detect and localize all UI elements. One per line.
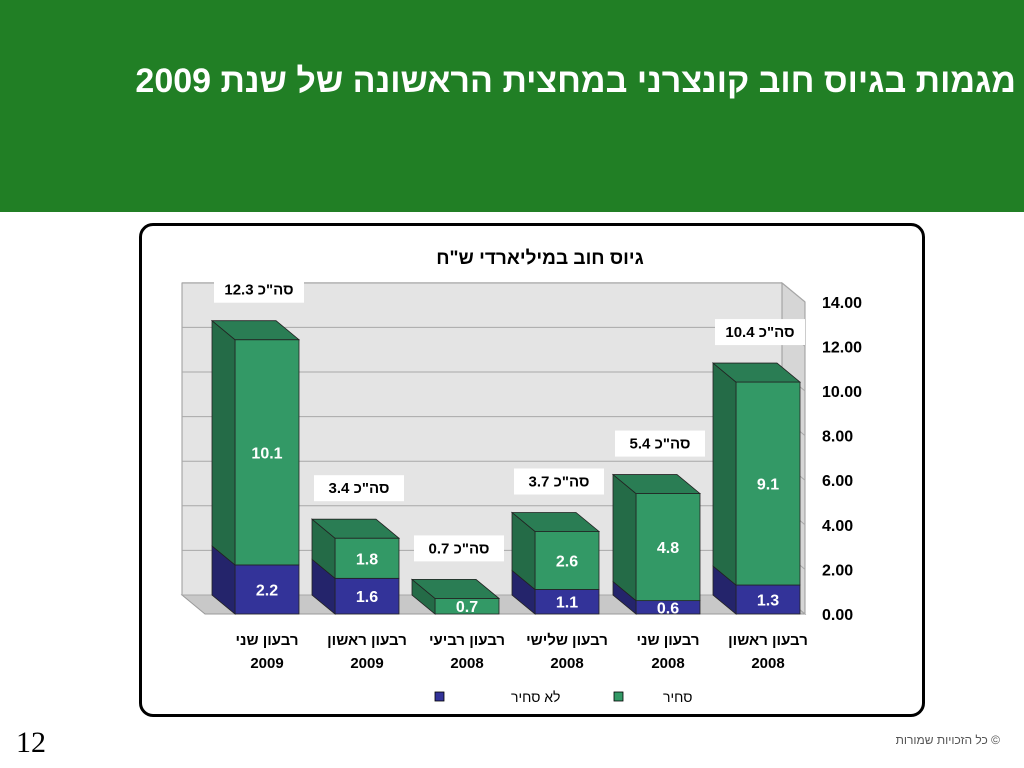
segment-value-label: 0.6 bbox=[657, 600, 679, 617]
y-tick-label: 8.00 bbox=[822, 429, 853, 446]
page-number: 12 bbox=[16, 726, 46, 759]
bar-top-face bbox=[611, 474, 702, 494]
category-label-year: 2008 bbox=[751, 655, 784, 672]
slide-header: מגמות בגיוס חוב קונצרני במחצית הראשונה ש… bbox=[0, 0, 1024, 212]
category-label-year: 2008 bbox=[550, 655, 583, 672]
total-label: סה"כ 3.7 bbox=[529, 473, 590, 490]
total-label: סה"כ 5.4 bbox=[630, 436, 691, 453]
y-tick-label: 4.00 bbox=[822, 518, 853, 535]
category-label: רבעון ראשון bbox=[327, 632, 407, 649]
bar-segment-traded bbox=[534, 531, 600, 590]
bar-segment-side bbox=[211, 319, 236, 566]
y-tick-label: 6.00 bbox=[822, 473, 853, 490]
segment-value-label: 9.1 bbox=[757, 477, 779, 494]
bar-top-face bbox=[711, 362, 802, 383]
legend-label-non-traded: לא סחיר bbox=[511, 689, 560, 705]
segment-value-label: 1.6 bbox=[356, 589, 378, 606]
gridline-side bbox=[781, 282, 806, 303]
category-label: רבעון שלישי bbox=[526, 632, 608, 649]
total-label-box bbox=[514, 468, 604, 495]
legend-label-traded: סחיר bbox=[663, 689, 692, 705]
bar-top-face bbox=[510, 512, 601, 532]
category-label-year: 2009 bbox=[250, 655, 283, 672]
category-label-year: 2008 bbox=[651, 655, 684, 672]
bar-segment-non-traded bbox=[334, 577, 400, 615]
total-label: סה"כ 10.4 bbox=[725, 324, 794, 341]
bar-top-face bbox=[310, 518, 401, 539]
segment-value-label: 2.6 bbox=[556, 553, 578, 570]
legend-swatch-non-traded bbox=[434, 691, 445, 702]
total-label-box bbox=[715, 319, 805, 346]
category-label: רבעון שני bbox=[235, 632, 298, 649]
total-label: סה"כ 0.7 bbox=[429, 540, 490, 557]
bar-segment-non-traded bbox=[534, 589, 600, 615]
category-label-year: 2009 bbox=[350, 655, 383, 672]
total-label: סה"כ 3.4 bbox=[329, 480, 390, 497]
bar-segment-side bbox=[612, 473, 637, 602]
segment-value-label: 1.3 bbox=[757, 593, 779, 610]
category-label: רבעון ראשון bbox=[728, 632, 808, 649]
y-tick-label: 14.00 bbox=[822, 295, 862, 312]
category-label-year: 2008 bbox=[450, 655, 483, 672]
total-label: סה"כ 12.3 bbox=[224, 282, 293, 299]
segment-value-label: 1.8 bbox=[356, 551, 378, 568]
chart-title: גיוס חוב במיליארדי ש"ח bbox=[436, 248, 643, 269]
y-tick-label: 10.00 bbox=[822, 384, 862, 401]
y-tick-label: 2.00 bbox=[822, 562, 853, 579]
y-tick-label: 0.00 bbox=[822, 607, 853, 624]
segment-value-label: 1.1 bbox=[556, 595, 578, 612]
legend-swatch-traded bbox=[613, 691, 624, 702]
y-tick-label: 12.00 bbox=[822, 339, 862, 356]
segment-value-label: 0.7 bbox=[456, 599, 478, 616]
total-label-box bbox=[214, 276, 304, 303]
category-label: רבעון רביעי bbox=[429, 632, 505, 649]
slide-title: מגמות בגיוס חוב קונצרני במחצית הראשונה ש… bbox=[135, 62, 1016, 100]
copyright-notice: © כל הזכויות שמורות bbox=[895, 733, 1000, 747]
segment-value-label: 4.8 bbox=[657, 540, 679, 557]
total-label-box bbox=[314, 475, 404, 502]
bar-segment-traded bbox=[234, 339, 300, 566]
bar-segment-traded bbox=[334, 537, 400, 579]
bar-top-face bbox=[410, 578, 501, 599]
bar-top-face bbox=[210, 320, 301, 341]
segment-value-label: 2.2 bbox=[256, 582, 278, 599]
total-label-box bbox=[615, 430, 705, 457]
total-label-box bbox=[414, 535, 504, 562]
segment-value-label: 10.1 bbox=[251, 445, 282, 462]
category-label: רבעון שני bbox=[636, 632, 699, 649]
bar-segment-traded bbox=[735, 381, 801, 586]
chart-frame: גיוס חוב במיליארדי ש"ח 0.00 2.00 4.00 6.00 8.… bbox=[139, 223, 925, 717]
bar-segment-side bbox=[712, 362, 737, 586]
stacked-bar-chart: גיוס חוב במיליארדי ש"ח 0.00 2.00 4.00 6.00 8.… bbox=[180, 248, 862, 705]
bar-segment-traded bbox=[635, 493, 701, 602]
